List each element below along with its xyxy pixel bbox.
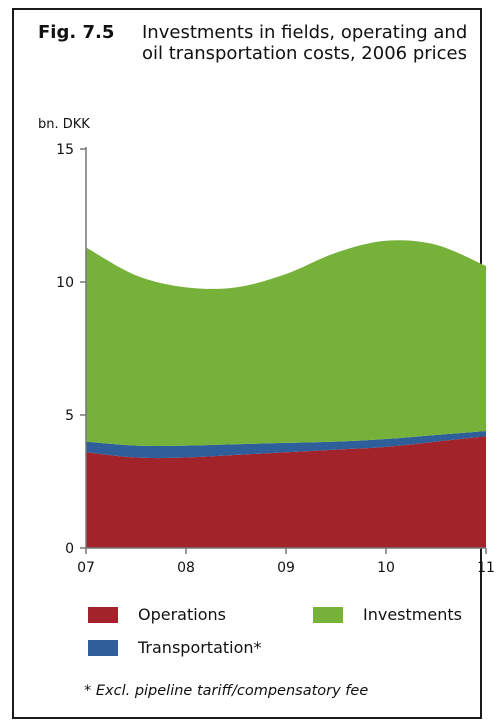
y-tick-label: 10 [56,275,74,291]
footnote: * Excl. pipeline tariff/compensatory fee [84,683,369,699]
legend-label: Investments [363,605,462,624]
legend-label: Operations [138,605,226,624]
legend-label: Transportation* [138,638,262,657]
legend-item-operations: Operations [88,605,226,624]
x-tick-label: 11 [477,560,494,576]
series-area-investments [86,240,486,446]
x-tick-label: 09 [277,560,295,576]
series-area-transportation [86,430,486,459]
legend-item-transportation: Transportation* [88,638,262,657]
legend-swatch [88,639,118,656]
x-tick-label: 08 [177,560,195,576]
figure-label: Fig. 7.5 [38,22,115,43]
legend-item-investments: Investments [313,605,462,624]
figure-title-text: Investments in fields, operating and oil… [142,22,468,64]
x-tick-label: 10 [377,560,395,576]
y-tick-label: 5 [65,408,74,424]
legend-swatch [88,606,118,623]
x-tick-label: 07 [77,560,95,576]
y-axis-label: bn. DKK [38,117,90,132]
y-tick-label: 15 [56,142,74,158]
series-area-operations [86,436,486,548]
y-tick-label: 0 [65,541,74,557]
legend-swatch [313,606,343,623]
